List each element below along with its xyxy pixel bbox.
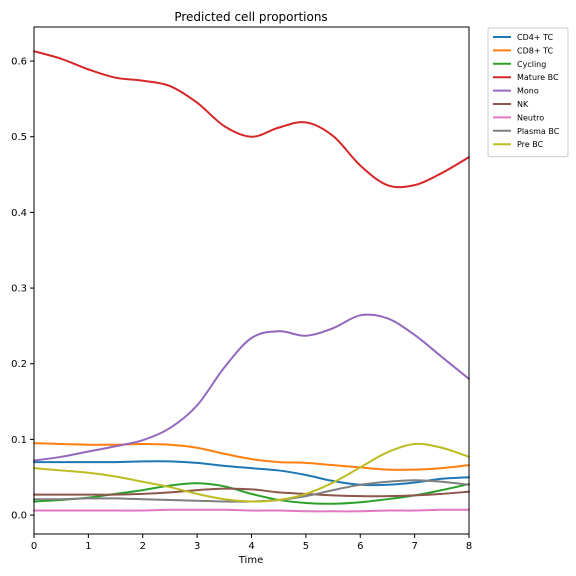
y-tick-label: 0.5 (11, 132, 27, 143)
x-tick-label: 3 (194, 541, 200, 552)
series-line-cd4-tc (33, 460, 470, 487)
x-tick-label: 6 (357, 541, 363, 552)
series-line-mono (33, 313, 470, 462)
x-tick-label: 7 (411, 541, 417, 552)
legend-label: Pre BC (517, 140, 544, 149)
legend-item: Mature BC (493, 73, 559, 82)
legend-label: Plasma BC (517, 127, 560, 136)
series-line-nk (33, 487, 470, 498)
legend-box (487, 27, 569, 158)
plot-area (33, 26, 470, 535)
legend-item: Plasma BC (493, 127, 560, 136)
legend-label: NK (517, 100, 529, 109)
x-tick-label: 5 (303, 541, 309, 552)
legend-item: Cycling (493, 60, 546, 69)
y-axis: 0.0 0.1 0.2 0.3 0.4 0.5 0.6 (11, 57, 34, 522)
legend-item: Neutro (493, 113, 544, 122)
x-axis-label: Time (238, 555, 263, 566)
x-axis: 0 1 2 3 4 5 6 7 8 (31, 534, 472, 552)
y-tick-label: 0.4 (11, 208, 27, 219)
legend: CD4+ TC CD8+ TC Cycling Mature BC Mono NK Neut… (487, 27, 569, 158)
series-line-pre-bc (33, 442, 470, 503)
legend-label: Mature BC (517, 73, 559, 82)
y-tick-label: 0.1 (11, 435, 27, 446)
x-tick-label: 1 (85, 541, 91, 552)
legend-item: Mono (493, 87, 539, 96)
legend-label: Neutro (517, 113, 544, 122)
y-tick-label: 0.6 (11, 57, 27, 68)
x-tick-label: 4 (248, 541, 254, 552)
x-tick-label: 2 (140, 541, 146, 552)
series-line-mature-bc (33, 50, 470, 189)
x-tick-label: 0 (31, 541, 37, 552)
legend-label: CD4+ TC (517, 33, 554, 42)
legend-item: CD8+ TC (493, 46, 554, 55)
chart-title: Predicted cell proportions (174, 10, 327, 24)
x-tick-label: 8 (466, 541, 472, 552)
y-tick-label: 0.3 (11, 284, 27, 295)
series-line-cd8-tc (33, 442, 470, 471)
legend-label: Cycling (517, 60, 546, 69)
legend-item: Pre BC (493, 140, 544, 149)
series-line-neutro (33, 508, 470, 513)
y-tick-label: 0.0 (11, 511, 27, 522)
y-tick-label: 0.2 (11, 359, 27, 370)
legend-item: NK (493, 100, 529, 109)
legend-item: CD4+ TC (493, 33, 554, 42)
legend-label: Mono (517, 87, 539, 96)
legend-label: CD8+ TC (517, 46, 554, 55)
